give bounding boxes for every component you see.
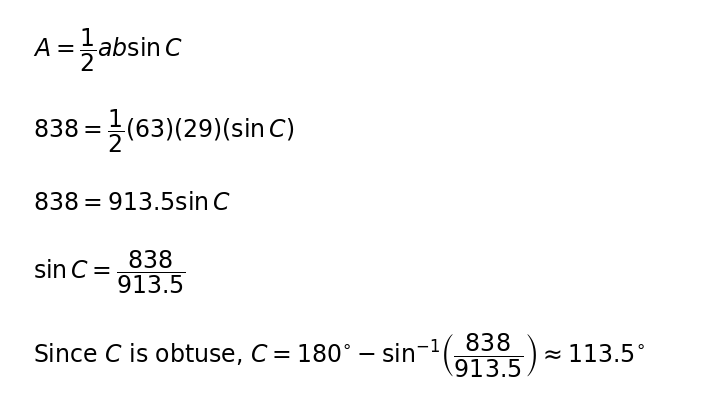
Text: $838 = \dfrac{1}{2}(63)(29)(\sin C)$: $838 = \dfrac{1}{2}(63)(29)(\sin C)$	[32, 108, 294, 155]
Text: $A = \dfrac{1}{2}ab\sin C$: $A = \dfrac{1}{2}ab\sin C$	[32, 27, 183, 74]
Text: $\sin C = \dfrac{838}{913.5}$: $\sin C = \dfrac{838}{913.5}$	[32, 249, 186, 296]
Text: $\text{Since }C\text{ is obtuse, }C = 180^{\circ} - \sin^{-1}\!\left(\dfrac{838}: $\text{Since }C\text{ is obtuse, }C = 18…	[32, 331, 644, 379]
Text: $838 = 913.5\sin C$: $838 = 913.5\sin C$	[32, 191, 230, 215]
